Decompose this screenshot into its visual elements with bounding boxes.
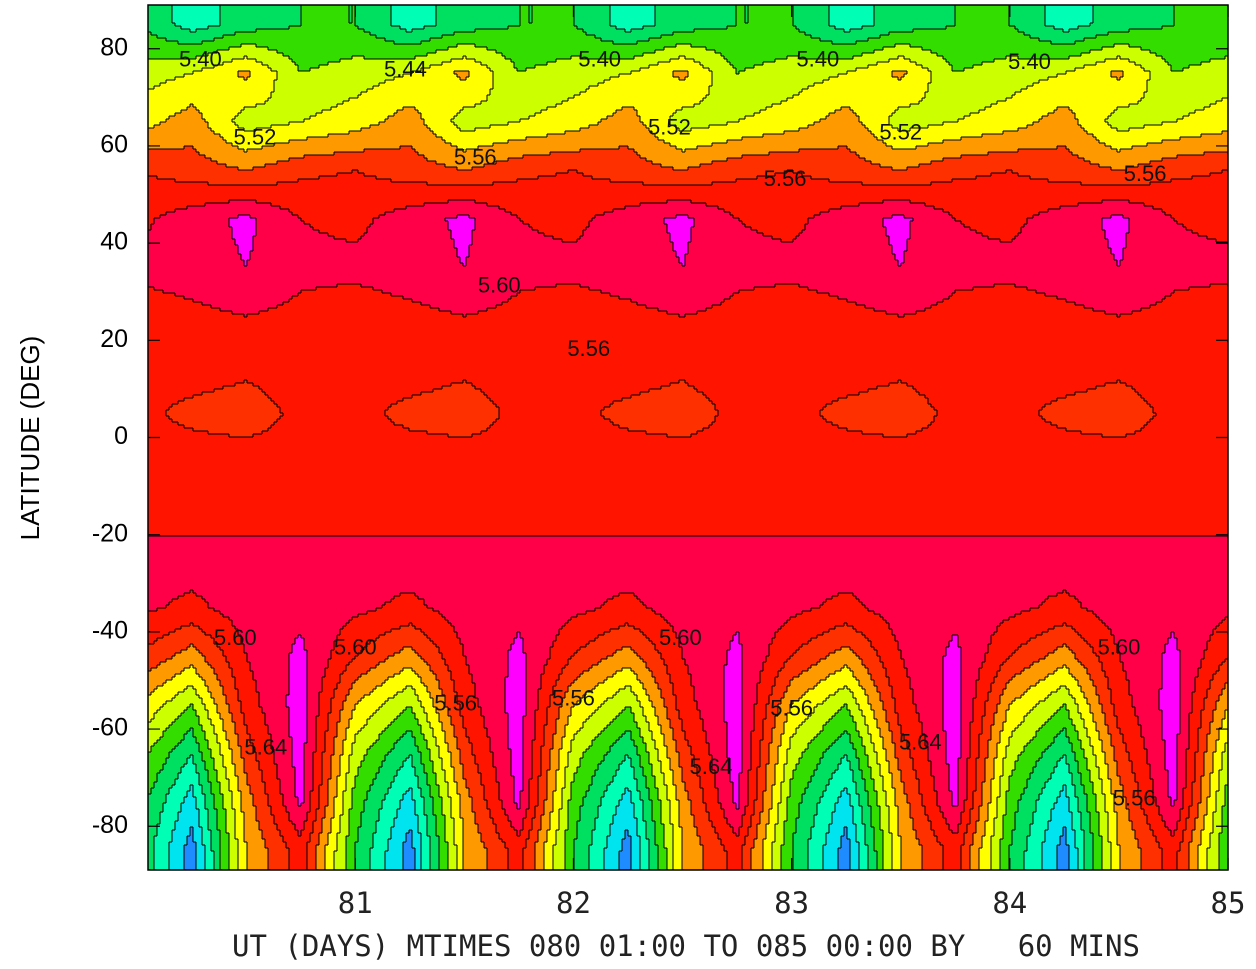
x-tick-label: 85: [1211, 886, 1246, 920]
y-axis-label: LATITUDE (DEG): [15, 336, 45, 541]
contour-label: 5.60: [1097, 635, 1140, 660]
y-tick-label: 80: [100, 33, 128, 61]
contour-label: 5.56: [764, 166, 807, 191]
contour-label: 5.40: [796, 47, 839, 72]
y-tick-label: -40: [92, 616, 128, 644]
x-axis-label: UT (DAYS) MTIMES 080 01:00 TO 085 00:00 …: [232, 929, 1140, 963]
contour-line: [148, 5, 1228, 870]
contour-label: 5.64: [244, 734, 287, 759]
contour-band: [148, 44, 1228, 870]
contour-field: [148, 5, 1228, 870]
y-tick-label: -60: [92, 714, 128, 742]
x-tick-label: 83: [774, 886, 809, 920]
contour-label: 5.60: [214, 625, 257, 650]
contour-label: 5.52: [648, 115, 691, 140]
contour-label: 5.56: [770, 695, 813, 720]
contour-label: 5.40: [1008, 49, 1051, 74]
contour-label: 5.56: [434, 691, 477, 716]
contour-label: 5.52: [879, 120, 922, 145]
contour-band: [148, 56, 1228, 870]
contour-label: 5.64: [689, 754, 732, 779]
contour-label: 5.64: [899, 729, 942, 754]
x-tick-label: 81: [338, 886, 373, 920]
contour-label: 5.40: [179, 47, 222, 72]
overlay: 5.40 5.44 5.40 5.40 5.40 5.52 5.56 5.52 5.56 5.52…: [92, 4, 1246, 920]
contour-label: 5.40: [578, 47, 621, 72]
x-tick-label: 82: [556, 886, 591, 920]
y-tick-label: 40: [100, 228, 128, 256]
y-tick-label: 60: [100, 131, 128, 159]
contour-label: 5.60: [334, 635, 377, 660]
contour-label: 5.60: [659, 625, 702, 650]
contour-label: 5.56: [552, 686, 595, 711]
contour-label: 5.56: [1124, 161, 1167, 186]
y-tick-label: -80: [92, 811, 128, 839]
y-tick-label: -20: [92, 519, 128, 547]
contour-band: [148, 170, 1228, 870]
contour-band: [148, 71, 1228, 870]
y-tick-label: 20: [100, 325, 128, 353]
contour-label: 5.56: [567, 336, 610, 361]
contour-band: [184, 827, 1069, 870]
contour-label: 5.52: [233, 124, 276, 149]
contour-label: 5.44: [384, 56, 427, 81]
contour-label: 5.56: [454, 144, 497, 169]
contour-band: [148, 146, 1228, 870]
y-tick-label: 0: [114, 422, 128, 450]
contour-label: 5.56: [1113, 785, 1156, 810]
contour-label: 5.60: [478, 273, 521, 298]
x-tick-label: 84: [992, 886, 1027, 920]
